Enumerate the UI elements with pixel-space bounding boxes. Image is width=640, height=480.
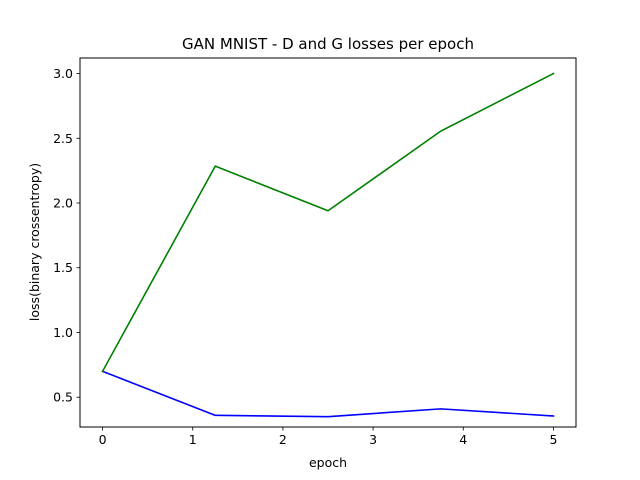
y-tick-label: 3.0 xyxy=(53,66,73,81)
x-tick-label: 3 xyxy=(369,432,377,447)
chart-title: GAN MNIST - D and G losses per epoch xyxy=(182,35,474,53)
x-tick-label: 2 xyxy=(279,432,287,447)
x-axis-label: epoch xyxy=(309,455,347,470)
y-axis-label: loss(binary crossentropy) xyxy=(27,163,42,321)
x-tick-label: 4 xyxy=(459,432,467,447)
y-tick-label: 2.5 xyxy=(53,131,73,146)
x-tick-label: 0 xyxy=(99,432,107,447)
plot-frame xyxy=(79,57,577,428)
x-axis-ticks: 0 1 2 3 4 5 xyxy=(99,427,557,447)
y-tick-label: 0.5 xyxy=(53,390,73,405)
y-tick-label: 1.0 xyxy=(53,325,73,340)
x-tick-label: 1 xyxy=(189,432,197,447)
x-tick-label: 5 xyxy=(549,432,557,447)
y-tick-label: 1.5 xyxy=(53,260,73,275)
y-tick-label: 2.0 xyxy=(53,196,73,211)
series-line-2 xyxy=(101,72,555,373)
series-line-1 xyxy=(101,370,555,418)
series-layer xyxy=(101,72,555,418)
y-axis-ticks: 0.5 1.0 1.5 2.0 2.5 3.0 xyxy=(53,66,80,405)
